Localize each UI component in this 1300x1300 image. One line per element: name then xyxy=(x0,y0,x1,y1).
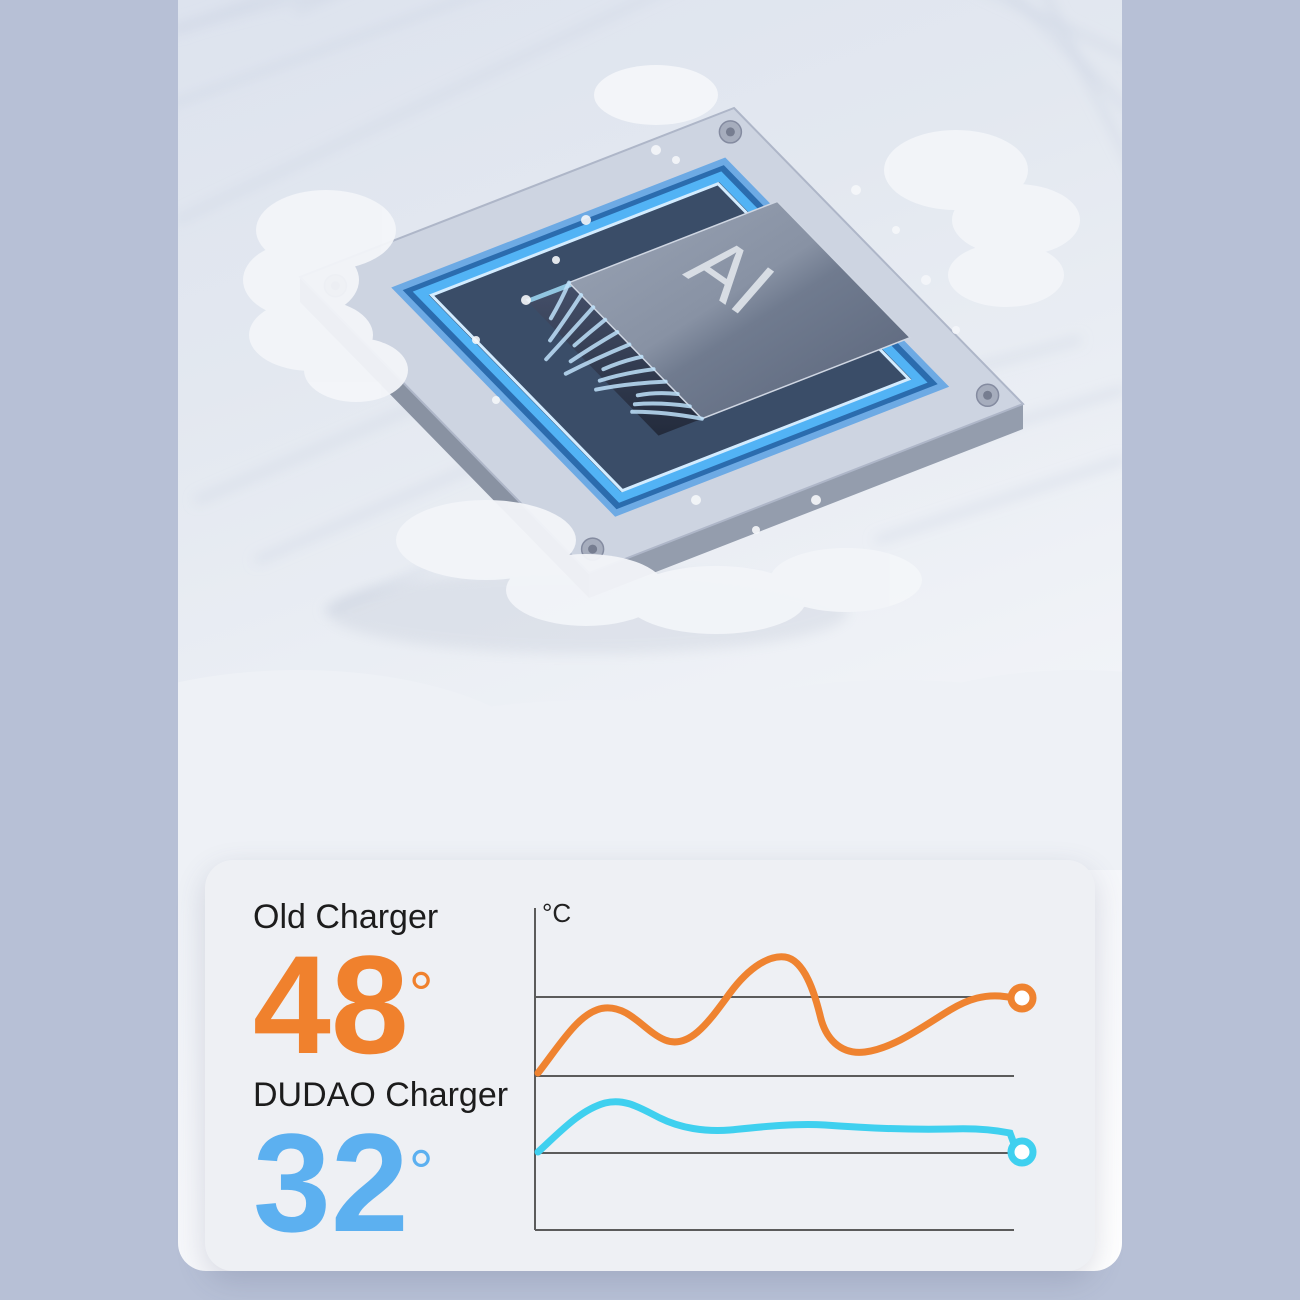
svg-text:°C: °C xyxy=(542,898,571,928)
